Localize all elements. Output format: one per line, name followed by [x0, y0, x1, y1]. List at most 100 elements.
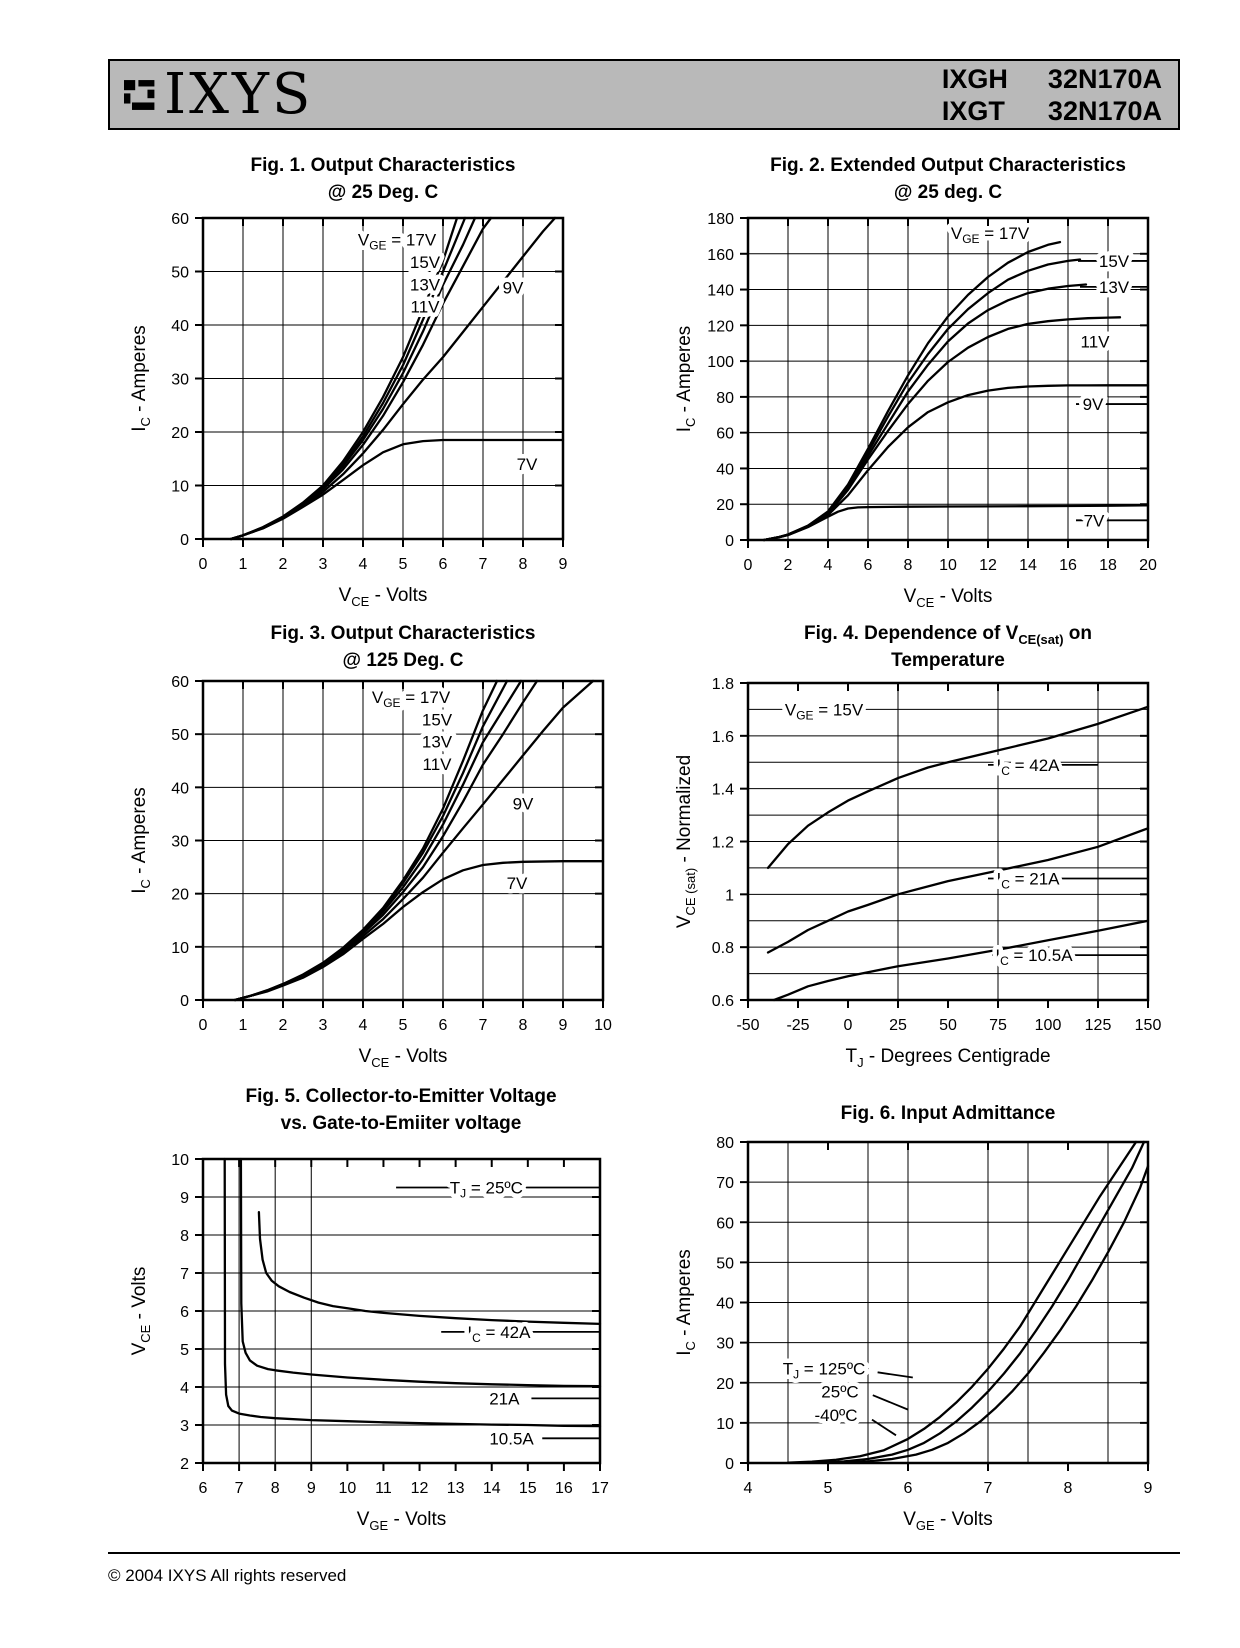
fig4-title-line2: Temperature — [891, 650, 1005, 671]
fig6-ytick-0: 0 — [725, 1456, 734, 1473]
fig5-ytick-3: 3 — [180, 1418, 189, 1435]
fig5-label-21a: 21A — [489, 1389, 520, 1408]
fig2-ytick-180: 180 — [707, 211, 734, 228]
fig1-xtick-7: 7 — [479, 556, 488, 573]
fig6-chart: 4 5 6 7 8 9 0 10 20 30 40 50 60 70 80 VGE - Volts IC - A… — [674, 1135, 1153, 1533]
fig3-xtick-6: 6 — [439, 1017, 448, 1034]
fig3-label-vge-17v: VGE = 17V — [372, 688, 451, 710]
fig2-curve-vge-15v — [762, 258, 1082, 542]
fig1-ytick-50: 50 — [171, 265, 189, 282]
fig4-ytick-0.8: 0.8 — [712, 940, 734, 957]
fig3-xtick-0: 0 — [199, 1017, 208, 1034]
fig2-label-15v: 15V — [1099, 252, 1130, 271]
fig2-xtick-10: 10 — [939, 557, 957, 574]
fig5-ytick-6: 6 — [180, 1304, 189, 1321]
fig4-curve-ic-42a — [766, 705, 1150, 870]
fig2-label-vge-17v: VGE = 17V — [951, 224, 1030, 246]
fig2-ytick-140: 140 — [707, 283, 734, 300]
fig2-ytick-160: 160 — [707, 247, 734, 264]
fig5-xtick-9: 9 — [307, 1480, 316, 1497]
fig1-label-7v: 7V — [517, 455, 538, 474]
footer-divider — [108, 1552, 1180, 1554]
fig3-xtick-3: 3 — [319, 1017, 328, 1034]
fig3-ytick-0: 0 — [180, 993, 189, 1010]
fig6-ytick-60: 60 — [716, 1215, 734, 1232]
fig1-label-11v: 11V — [411, 297, 441, 316]
fig1-ytick-30: 30 — [171, 372, 189, 389]
header-band: IXYS IXGH 32N170A IXGT 32N170A — [108, 59, 1180, 130]
fig2-xtick-4: 4 — [824, 557, 833, 574]
fig1-ytick-60: 60 — [171, 211, 189, 228]
fig5-xtick-16: 16 — [555, 1480, 573, 1497]
fig2-xtick-14: 14 — [1019, 557, 1037, 574]
fig6-xtick-8: 8 — [1064, 1480, 1073, 1497]
fig5-xtick-17: 17 — [591, 1480, 609, 1497]
fig5-xtick-8: 8 — [271, 1480, 280, 1497]
fig6-curve-tj-minus-40c — [842, 1164, 1150, 1464]
part-family-1: IXGH — [941, 63, 1008, 94]
fig3-curve-vge-7v — [233, 860, 605, 1002]
fig1-ytick-10: 10 — [171, 479, 189, 496]
fig2-ytick-0: 0 — [725, 533, 734, 550]
fig6-xtick-4: 4 — [744, 1480, 753, 1497]
fig4-ytick-1.6: 1.6 — [712, 729, 734, 746]
fig6-ytick-30: 30 — [716, 1336, 734, 1353]
fig3-ytick-30: 30 — [171, 834, 189, 851]
fig3-ytick-50: 50 — [171, 727, 189, 744]
fig5-xtick-6: 6 — [199, 1480, 208, 1497]
fig5-curve-ic-10-5a — [223, 1157, 602, 1428]
copyright-notice: © 2004 IXYS All rights reserved — [108, 1566, 347, 1585]
fig4-y-axis-label: VCE (sat) - Normalized — [674, 755, 698, 928]
fig6-x-axis-label: VGE - Volts — [903, 1509, 993, 1533]
fig3-xtick-7: 7 — [479, 1017, 488, 1034]
fig3-title: Fig. 3. Output Characteristics @ 125 Deg… — [123, 620, 683, 674]
fig2-label-9v: 9V — [1083, 395, 1104, 414]
fig4-ytick-0.6: 0.6 — [712, 993, 734, 1010]
fig3-ytick-60: 60 — [171, 674, 189, 691]
part-numbers: IXGH 32N170A IXGT 32N170A — [942, 63, 1162, 127]
fig2-xtick-16: 16 — [1059, 557, 1077, 574]
fig4-curve-ic-21a — [766, 827, 1150, 954]
fig4-xtick-0: 0 — [844, 1017, 853, 1034]
fig3-label-9v: 9V — [513, 794, 534, 813]
fig3-xtick-1: 1 — [239, 1017, 248, 1034]
fig6-title: Fig. 6. Input Admittance — [668, 1100, 1228, 1127]
fig1-xtick-6: 6 — [439, 556, 448, 573]
fig1-ytick-40: 40 — [171, 318, 189, 335]
fig1-label-vge-17v: VGE = 17V — [358, 230, 437, 252]
fig1-title: Fig. 1. Output Characteristics @ 25 Deg.… — [103, 152, 663, 206]
fig1-xtick-1: 1 — [239, 556, 248, 573]
fig4-ytick-1.4: 1.4 — [712, 782, 734, 799]
fig2-ytick-20: 20 — [716, 497, 734, 514]
fig2-label-7v: 7V — [1084, 511, 1105, 530]
fig2-ytick-120: 120 — [707, 318, 734, 335]
fig2-curve-vge-7v — [762, 504, 1150, 542]
fig5-xtick-11: 11 — [375, 1480, 392, 1497]
fig4-xtick--25: -25 — [786, 1017, 809, 1034]
fig5-ytick-8: 8 — [180, 1228, 189, 1245]
fig3-title-line2: @ 125 Deg. C — [342, 650, 464, 671]
fig4-ytick-1: 1 — [725, 887, 734, 904]
fig1-label-9v: 9V — [503, 279, 524, 298]
fig4-label-vge-15v: VGE = 15V — [785, 700, 864, 722]
fig6-y-axis-label: IC - Amperes — [674, 1249, 698, 1356]
fig1-xtick-0: 0 — [199, 556, 208, 573]
fig6-curve-tj-25c — [818, 1140, 1146, 1464]
fig3-xtick-9: 9 — [559, 1017, 568, 1034]
fig5-title-line2: vs. Gate-to-Emiiter voltage — [280, 1113, 522, 1134]
fig4-xtick--50: -50 — [736, 1017, 759, 1034]
fig4-label-ic-21a: IC = 21A — [996, 869, 1060, 891]
fig4-xtick-50: 50 — [939, 1017, 957, 1034]
fig4-ytick-1.2: 1.2 — [712, 835, 734, 852]
ixys-logo-mark-icon — [124, 79, 155, 110]
fig5-xtick-12: 12 — [411, 1480, 429, 1497]
fig5-label-10-5a: 10.5A — [489, 1429, 534, 1448]
fig6-ytick-70: 70 — [716, 1175, 734, 1192]
fig5-ytick-7: 7 — [180, 1266, 189, 1283]
fig2-title-line1: Fig. 2. Extended Output Characteristics — [770, 155, 1126, 176]
fig3-label-11v: 11V — [423, 755, 453, 774]
fig2-title-line2: @ 25 deg. C — [893, 182, 1003, 203]
fig5-label-tj-25c: TJ = 25ºC — [450, 1179, 523, 1201]
fig1-x-axis-label: VCE - Volts — [339, 585, 428, 609]
